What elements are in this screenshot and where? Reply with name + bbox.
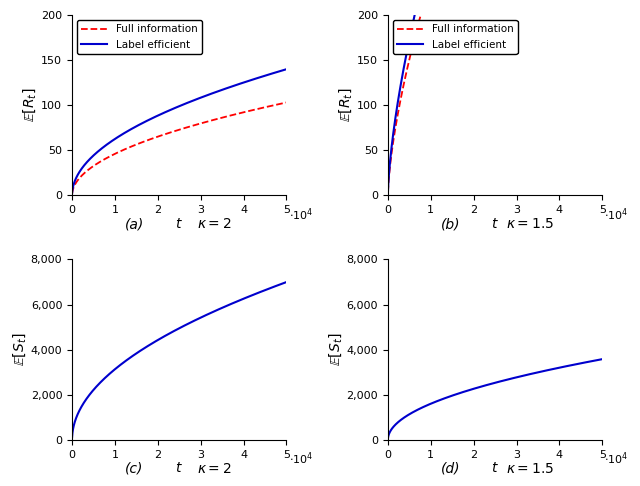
Label efficient <box>283 279 291 285</box>
X-axis label: $t$: $t$ <box>175 216 183 230</box>
Label efficient <box>275 69 282 74</box>
Line: Label efficient: Label efficient <box>388 0 602 192</box>
Label efficient <box>84 394 92 399</box>
Label efficient <box>400 64 408 69</box>
Label efficient <box>479 383 487 389</box>
Label efficient <box>266 285 274 291</box>
Line: Label efficient: Label efficient <box>388 359 602 438</box>
X-axis label: $t$: $t$ <box>491 461 499 475</box>
Y-axis label: $\mathbb{E}[S_t]$: $\mathbb{E}[S_t]$ <box>11 333 28 366</box>
Full information <box>149 136 157 141</box>
Label efficient <box>275 282 282 288</box>
Text: $\cdot10^4$: $\cdot10^4$ <box>604 451 628 467</box>
Text: $\cdot10^4$: $\cdot10^4$ <box>289 206 313 223</box>
Label efficient <box>235 81 243 87</box>
Line: Full information: Full information <box>72 103 287 194</box>
Full information <box>283 100 291 105</box>
Label efficient <box>384 435 392 441</box>
Label efficient <box>266 71 274 77</box>
Full information <box>266 103 274 109</box>
Text: $\kappa = 1.5$: $\kappa = 1.5$ <box>506 217 554 231</box>
Full information <box>235 110 243 116</box>
Label efficient <box>384 189 392 195</box>
Text: (b): (b) <box>440 217 460 231</box>
Label efficient <box>163 108 171 114</box>
Label efficient <box>400 415 408 420</box>
Label efficient <box>163 332 171 338</box>
X-axis label: $t$: $t$ <box>175 461 183 475</box>
Text: (d): (d) <box>440 462 460 476</box>
Y-axis label: $\mathbb{E}[R_t]$: $\mathbb{E}[R_t]$ <box>22 88 38 122</box>
Text: $\kappa = 2$: $\kappa = 2$ <box>197 217 232 231</box>
Text: $\cdot10^4$: $\cdot10^4$ <box>289 451 313 467</box>
Label efficient <box>598 356 606 362</box>
Text: $\kappa = 1.5$: $\kappa = 1.5$ <box>506 462 554 476</box>
Label efficient <box>149 115 157 121</box>
Label efficient <box>582 359 589 365</box>
Full information <box>68 191 76 197</box>
Text: $\kappa = 2$: $\kappa = 2$ <box>197 462 232 476</box>
Label efficient <box>149 340 157 346</box>
Legend: Full information, Label efficient: Full information, Label efficient <box>393 20 518 54</box>
Label efficient <box>68 434 76 440</box>
Label efficient <box>283 66 291 72</box>
Legend: Full information, Label efficient: Full information, Label efficient <box>77 20 202 54</box>
Line: Label efficient: Label efficient <box>72 282 287 437</box>
Full information <box>384 190 392 195</box>
Label efficient <box>68 190 76 196</box>
Line: Label efficient: Label efficient <box>72 69 287 193</box>
Full information <box>163 131 171 137</box>
Label efficient <box>591 358 598 364</box>
Label efficient <box>235 298 243 304</box>
Y-axis label: $\mathbb{E}[S_t]$: $\mathbb{E}[S_t]$ <box>327 333 344 366</box>
Label efficient <box>465 387 473 393</box>
Text: (a): (a) <box>125 217 144 231</box>
X-axis label: $t$: $t$ <box>491 216 499 230</box>
Text: $\cdot10^4$: $\cdot10^4$ <box>604 206 628 223</box>
Full information <box>400 80 408 86</box>
Full information <box>84 167 92 173</box>
Label efficient <box>551 366 559 372</box>
Y-axis label: $\mathbb{E}[R_t]$: $\mathbb{E}[R_t]$ <box>337 88 355 122</box>
Label efficient <box>84 158 92 164</box>
Text: (c): (c) <box>125 462 143 476</box>
Line: Full information: Full information <box>388 0 602 192</box>
Full information <box>275 101 282 107</box>
